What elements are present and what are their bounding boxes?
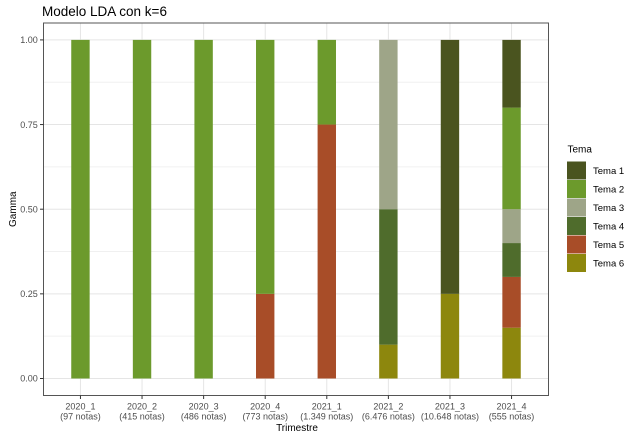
svg-text:(6.476 notas): (6.476 notas) [362,412,415,422]
svg-text:0.25: 0.25 [20,289,38,299]
svg-text:(555 notas): (555 notas) [489,412,535,422]
svg-text:0.00: 0.00 [20,374,38,384]
svg-text:2021_2: 2021_2 [373,401,403,411]
svg-text:2020_4: 2020_4 [250,401,280,411]
svg-text:2020_3: 2020_3 [189,401,219,411]
svg-text:(97 notas): (97 notas) [60,412,101,422]
svg-text:(415 notas): (415 notas) [119,412,165,422]
svg-text:Tema 3: Tema 3 [593,203,624,214]
svg-text:2020_1: 2020_1 [65,401,95,411]
svg-text:Tema: Tema [568,145,593,156]
svg-text:Tema 2: Tema 2 [593,184,624,195]
svg-text:0.75: 0.75 [20,120,38,130]
svg-text:(773 notas): (773 notas) [242,412,288,422]
svg-text:(486 notas): (486 notas) [181,412,227,422]
svg-text:Trimestre: Trimestre [276,423,318,434]
svg-text:0.50: 0.50 [20,204,38,214]
svg-text:(1.349 notas): (1.349 notas) [300,412,353,422]
svg-text:Tema 5: Tema 5 [593,240,624,251]
svg-text:(10.648 notas): (10.648 notas) [421,412,479,422]
svg-text:Tema 4: Tema 4 [593,221,624,232]
svg-text:2020_2: 2020_2 [127,401,157,411]
svg-text:2021_3: 2021_3 [435,401,465,411]
svg-text:1.00: 1.00 [20,35,38,45]
svg-text:Modelo LDA con k=6: Modelo LDA con k=6 [42,4,167,19]
svg-text:2021_1: 2021_1 [312,401,342,411]
svg-text:Gamma: Gamma [8,191,19,227]
svg-text:2021_4: 2021_4 [497,401,527,411]
svg-text:Tema 1: Tema 1 [593,166,624,177]
svg-text:Tema 6: Tema 6 [593,258,624,269]
